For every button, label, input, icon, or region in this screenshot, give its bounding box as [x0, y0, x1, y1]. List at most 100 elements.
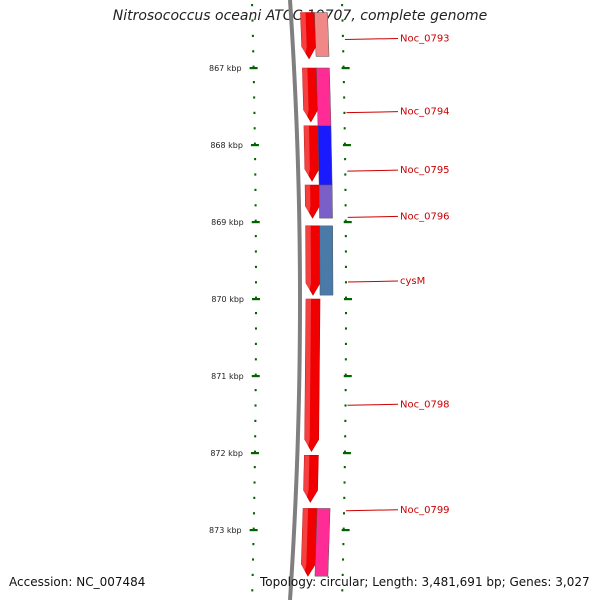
- scale-dot-left: [253, 96, 256, 99]
- scale-dot-left: [254, 358, 257, 361]
- tick-mark-right: [343, 375, 352, 378]
- gene-bar: [317, 125, 333, 186]
- gene-label: Noc_0798: [400, 399, 450, 410]
- scale-dot-right: [344, 281, 347, 284]
- gene-leader-line: [347, 403, 399, 406]
- scale-dot-left: [252, 558, 255, 561]
- scale-dot-right: [343, 481, 346, 484]
- scale-dot-right: [344, 188, 347, 191]
- scale-dot-right: [344, 173, 347, 176]
- scale-dot-right: [344, 204, 347, 207]
- tick-mark: [251, 298, 260, 301]
- cds-arrow-highlight: [305, 225, 311, 296]
- scale-dot-right: [342, 543, 345, 546]
- gene-label: Noc_0799: [400, 505, 450, 516]
- scale-dot-left: [253, 481, 256, 484]
- gene-bar: [316, 67, 332, 126]
- scale-dot-right: [343, 450, 346, 453]
- scale-dot-right: [341, 4, 344, 7]
- scale-dot-right: [341, 589, 344, 592]
- tick-label: 867 kbp: [209, 64, 242, 73]
- tick-label: 869 kbp: [211, 218, 244, 227]
- scale-dot-left: [253, 142, 256, 145]
- scale-dot-left: [254, 158, 257, 161]
- scale-dot-left: [252, 527, 255, 530]
- scale-dot-right: [344, 404, 347, 407]
- cds-arrow-body: [303, 455, 319, 503]
- cds-arrow-highlight: [303, 455, 310, 503]
- tick-mark: [251, 221, 260, 224]
- tick-mark-right: [341, 529, 350, 532]
- tick-mark-right: [341, 67, 350, 70]
- scale-dot-right: [343, 466, 346, 469]
- gene-bar: [314, 12, 330, 57]
- scale-dot-left: [254, 281, 257, 284]
- backbone-layer: [288, 0, 303, 600]
- scale-dot-left: [252, 81, 255, 84]
- tick-label: 870 kbp: [211, 295, 244, 304]
- cds-arrow: [303, 455, 319, 503]
- genome-summary-text: Topology: circular; Length: 3,481,691 bp…: [260, 575, 590, 589]
- scale-dot-right: [343, 496, 346, 499]
- scale-dot-right: [341, 19, 344, 22]
- scale-dot-left: [254, 435, 257, 438]
- cds-arrow: [303, 125, 320, 182]
- scale-dot-right: [344, 327, 347, 330]
- scale-dot-right: [344, 389, 347, 392]
- tick-mark: [250, 452, 259, 455]
- cds-arrow-highlight: [305, 185, 311, 219]
- cds-arrow-body: [301, 508, 318, 577]
- scale-dot-right: [344, 342, 347, 345]
- scale-dot-right: [342, 65, 345, 68]
- gene-label: Noc_0795: [400, 165, 450, 176]
- scale-dot-left: [253, 466, 256, 469]
- tick-mark-right: [343, 298, 352, 301]
- backbone-circle: [288, 0, 303, 600]
- cds-arrow-body: [303, 125, 320, 182]
- tick-mark-right: [342, 452, 351, 455]
- cds-arrow-body: [304, 298, 321, 453]
- scale-dot-left: [254, 250, 257, 253]
- scale-dot-right: [342, 558, 345, 561]
- scale-dot-right: [344, 296, 347, 299]
- accession-text: Accession: NC_007484: [9, 575, 146, 589]
- scale-dot-left: [254, 235, 257, 238]
- gene-bar: [318, 184, 333, 219]
- scale-dot-left: [251, 4, 254, 7]
- scale-dot-right: [341, 34, 344, 37]
- scale-dot-left: [254, 404, 257, 407]
- cds-arrow-highlight: [301, 508, 309, 577]
- tick-mark: [249, 529, 258, 532]
- scale-dot-right: [342, 512, 345, 515]
- scale-dot-right: [342, 81, 345, 84]
- cds-arrow: [300, 12, 317, 60]
- gene-leader-line: [346, 111, 399, 114]
- scale-layer: 867 kbp 868 kbp 869 kbp 870 kbp 871 kbp 872 k…: [209, 4, 352, 592]
- scale-dot-left: [254, 296, 257, 299]
- tick-mark: [250, 144, 259, 147]
- cds-arrow-body: [300, 12, 317, 60]
- scale-dot-left: [254, 188, 257, 191]
- scale-dot-left: [254, 265, 257, 268]
- tick-label: 872 kbp: [210, 449, 243, 458]
- scale-dot-right: [342, 50, 345, 53]
- gene-leader-line: [346, 509, 399, 512]
- scale-dot-left: [254, 312, 257, 315]
- scale-dot-right: [343, 142, 346, 145]
- gene-leader-line: [344, 38, 399, 41]
- scale-dot-right: [344, 419, 347, 422]
- tick-label: 873 kbp: [209, 526, 242, 535]
- cds-arrow: [304, 184, 320, 219]
- tick-label: 871 kbp: [211, 372, 244, 381]
- cds-arrow-highlight: [303, 125, 310, 182]
- scale-dot-right: [342, 527, 345, 530]
- cds-arrow-highlight: [302, 68, 309, 122]
- scale-dot-left: [252, 512, 255, 515]
- scale-dot-right: [344, 235, 347, 238]
- gene-label: Noc_0796: [400, 211, 450, 222]
- gene-label: Noc_0794: [400, 107, 450, 118]
- scale-dot-left: [253, 127, 256, 130]
- gene-leader-line: [347, 280, 399, 283]
- scale-dot-right: [344, 435, 347, 438]
